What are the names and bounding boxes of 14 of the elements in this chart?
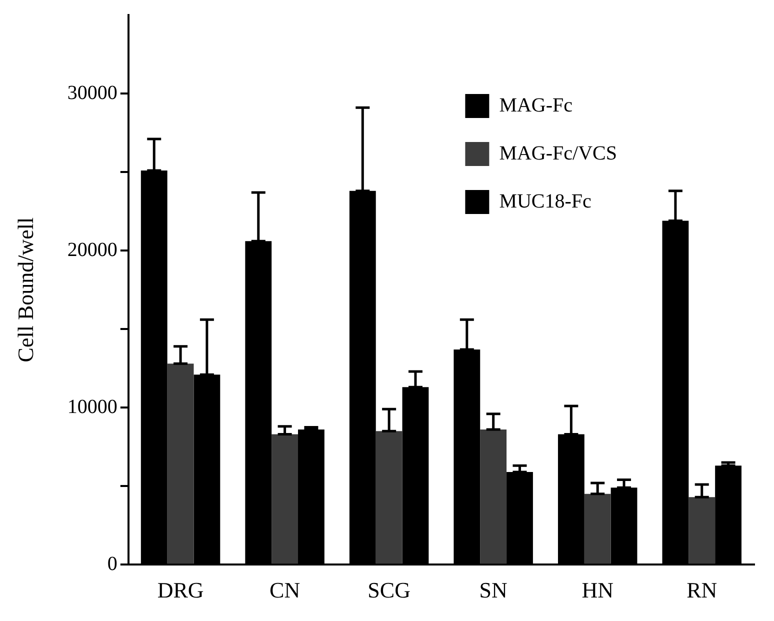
legend-label: MAG-Fc xyxy=(499,94,573,116)
y-tick-label: 20000 xyxy=(67,238,118,261)
x-tick-label: HN xyxy=(582,578,614,603)
legend-label: MAG-Fc/VCS xyxy=(499,142,617,164)
x-tick-label: RN xyxy=(686,578,718,603)
y-tick-label: 10000 xyxy=(67,396,118,418)
y-axis-title: Cell Bound/well xyxy=(12,217,38,362)
y-tick-label: 0 xyxy=(107,552,118,575)
x-tick-label: SN xyxy=(479,578,508,603)
y-tick-label: 30000 xyxy=(67,82,118,104)
x-tick-label: SCG xyxy=(368,578,411,603)
x-tick-label: DRG xyxy=(157,578,204,603)
x-tick-label: CN xyxy=(270,578,300,603)
legend-label: MUC18-Fc xyxy=(499,190,592,212)
